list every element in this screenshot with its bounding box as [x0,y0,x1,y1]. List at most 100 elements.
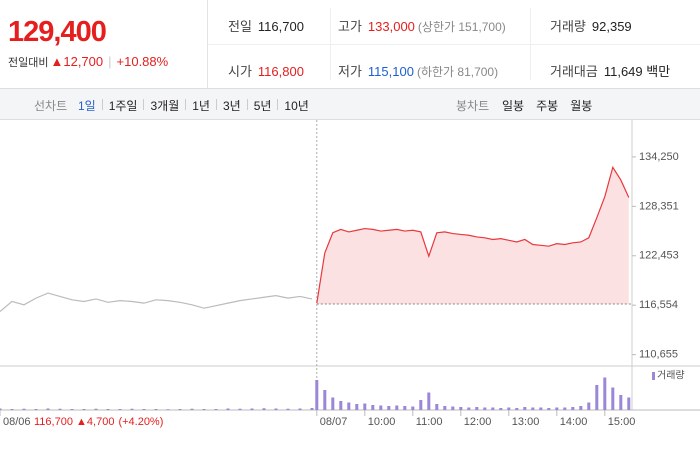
volume-bar [515,408,519,410]
tab[interactable]: 5년 [253,99,272,113]
volume-bar [475,407,479,410]
volume-bar [331,397,335,410]
tab[interactable]: 1주일 [108,99,138,113]
stat: 고가 133,000 (상한가 151,700) [338,16,506,35]
y-tick-label: 128,351 [639,200,679,212]
x-tick-label: 08/07 [320,416,348,428]
volume-bar [238,408,242,410]
tab[interactable]: 10년 [284,99,309,113]
tab-bar: 선차트 1일 1주일 3개월 1년 3년 5년 10년 봉차트 일봉 주봉 월봉 [0,89,700,120]
stat-label: 시가 [228,64,252,79]
price-box: 129,400 전일대비 ▲12,700 | +10.88% [0,0,208,88]
volume-bar [555,407,559,410]
volume-bar [459,407,463,410]
volume-bar [106,409,110,410]
volume-bar [419,400,423,410]
tab[interactable]: 1년 [192,99,210,113]
volume-bar [82,409,86,410]
stat-label: 저가 [338,64,362,79]
volume-bar [523,407,527,410]
tab: 봉차트 [456,99,490,113]
x-tick-label: 10:00 [368,416,396,428]
volume-bar [34,409,38,410]
stat: 저가 115,100 (하한가 81,700) [338,61,498,80]
price-line [0,292,313,312]
stat-value: 92,359 [591,19,632,34]
volume-bar [46,408,50,410]
stat-label: 전일 [228,19,252,34]
up-arrow: ▲ [73,416,87,428]
stat-value: 11,649 [603,64,643,79]
volume-bar [587,402,591,410]
volume-bar [142,409,146,410]
stat-note: (상한가 151,700) [417,20,506,34]
volume-bar [547,408,551,410]
volume-bar [443,406,447,410]
volume-bar [262,408,266,410]
volume-bar [178,409,182,410]
y-tick-label: 110,655 [639,349,678,361]
change-value: 12,700 [63,54,104,69]
volume-bar [595,385,599,410]
stat-value: 133,000 [367,19,415,34]
volume-bar [539,407,543,410]
volume-bar [499,408,503,410]
volume-bar [395,405,399,410]
prev-day-value: 4,700 [87,416,115,428]
volume-bar [298,408,302,410]
tab[interactable]: 3년 [222,99,241,113]
volume-bar [363,403,367,410]
y-tick-label: 116,554 [639,299,678,311]
x-tick-label: 11:00 [416,416,443,428]
volume-bar [387,406,391,410]
tab: 선차트 [34,99,68,113]
stat: 시가 116,800 [228,61,304,80]
stat: 거래량 92,359 [550,16,632,35]
y-tick-label: 122,453 [639,250,679,262]
prev-day-value: 116,700 [34,416,73,428]
volume-bar [507,407,511,410]
volume-bar [130,408,134,410]
volume-bar [579,406,583,410]
stat: 거래대금 11,649 백만 [550,61,670,80]
tab[interactable]: 1일 [78,99,96,113]
volume-bar [94,408,98,410]
volume-bar [202,409,206,410]
volume-bar [250,408,254,410]
x-tick-label: 08/06 [3,416,31,428]
tab[interactable]: 주봉 [536,99,559,113]
volume-bar [403,406,407,410]
change-pct: +10.88% [116,54,169,69]
volume-bar [467,407,471,410]
tab[interactable]: 일봉 [502,99,525,113]
volume-bar [70,409,74,410]
stat-value: 116,800 [257,64,304,79]
x-tick-label: 13:00 [512,416,540,428]
volume-bar [310,408,314,410]
volume-legend-swatch [652,372,655,380]
y-tick-label: 134,250 [639,151,679,163]
volume-bar [315,380,319,410]
volume-bar [483,407,487,410]
volume-bar [355,404,359,410]
change-label: 전일대비 [8,57,49,69]
area [316,167,629,304]
price: 129,400 [8,16,107,48]
volume-bar [411,406,415,410]
volume-bar [611,387,615,410]
volume-bar [214,409,218,410]
stat-label: 거래대금 [550,64,598,79]
volume-bar [347,402,351,410]
stat-label: 고가 [338,19,362,34]
volume-bar [339,401,343,410]
tab[interactable]: 3개월 [150,99,180,113]
volume-bar [190,408,194,410]
stat-note: (하한가 81,700) [416,65,499,79]
volume-bar [371,405,375,410]
volume-bar [379,405,383,410]
volume-bar [166,409,170,410]
stat: 전일 116,700 [228,16,304,35]
tab[interactable]: 월봉 [570,99,593,113]
volume-bar [603,377,607,410]
